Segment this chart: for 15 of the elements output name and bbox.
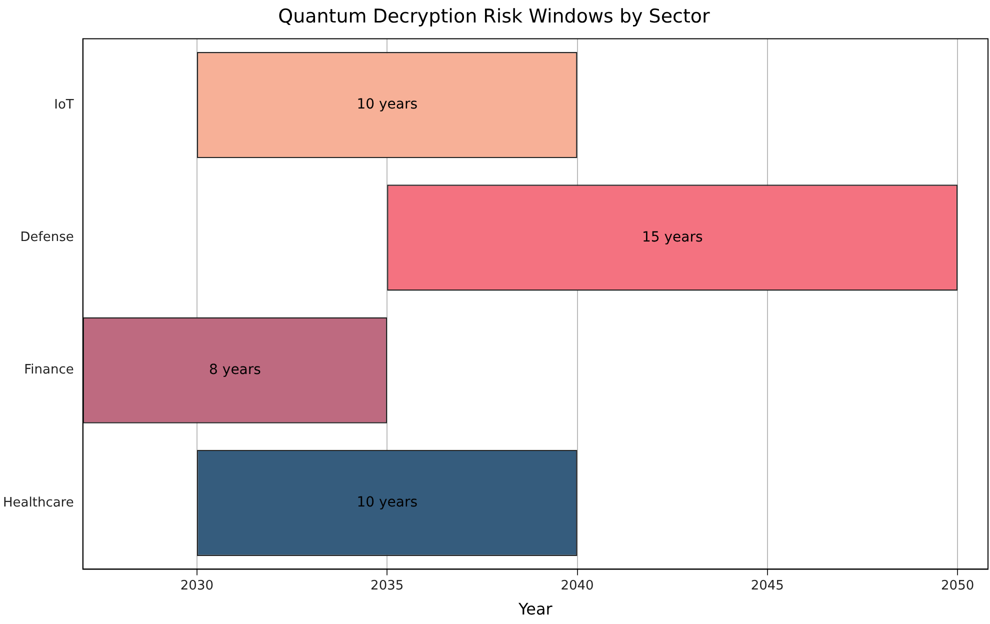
x-tick-label: 2035 (370, 578, 404, 594)
x-tick-label: 2050 (941, 578, 974, 594)
x-tick-label: 2045 (750, 578, 784, 594)
x-tick-label: 2030 (180, 578, 214, 594)
y-tick-label: Finance (24, 362, 74, 378)
y-tick-label: IoT (54, 97, 74, 112)
data-label: 10 years (356, 494, 418, 511)
data-label: 10 years (356, 96, 418, 113)
y-tick-label: Defense (20, 230, 74, 246)
chart-title: Quantum Decryption Risk Windows by Sector (278, 5, 710, 28)
y-tick-label: Healthcare (3, 495, 74, 510)
x-tick-label: 2040 (560, 578, 594, 594)
x-axis-title: Year (517, 600, 553, 619)
data-label: 8 years (209, 362, 261, 378)
data-label: 15 years (642, 229, 703, 246)
